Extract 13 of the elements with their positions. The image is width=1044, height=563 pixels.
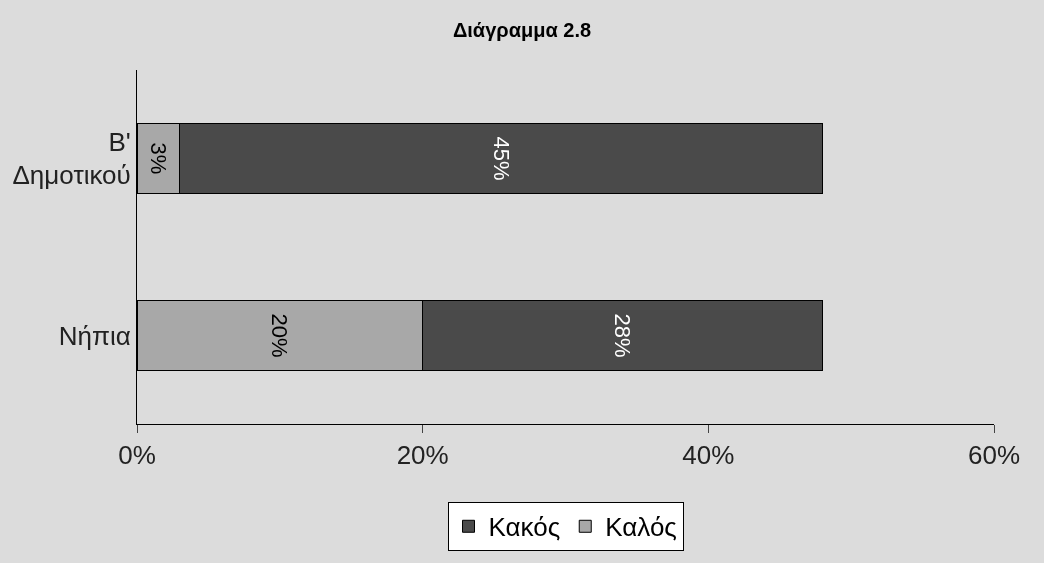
x-tick-label: 60%: [967, 440, 1021, 471]
x-tick-label: 40%: [682, 440, 735, 471]
chart-title: Διάγραμμα 2.8: [452, 18, 592, 41]
data-label: 45%: [488, 136, 514, 181]
y-tick-label: Νήπια: [58, 320, 131, 351]
x-tick-label: 0%: [118, 440, 156, 471]
data-label: 20%: [267, 313, 293, 358]
legend-label: Καλός: [605, 512, 677, 543]
x-tick-label: 20%: [396, 440, 449, 471]
legend-label: Κακός: [488, 512, 561, 543]
data-label: 28%: [610, 313, 636, 358]
y-tick-label: B' Δημοτικού: [12, 126, 131, 191]
data-label: 3%: [145, 142, 171, 175]
